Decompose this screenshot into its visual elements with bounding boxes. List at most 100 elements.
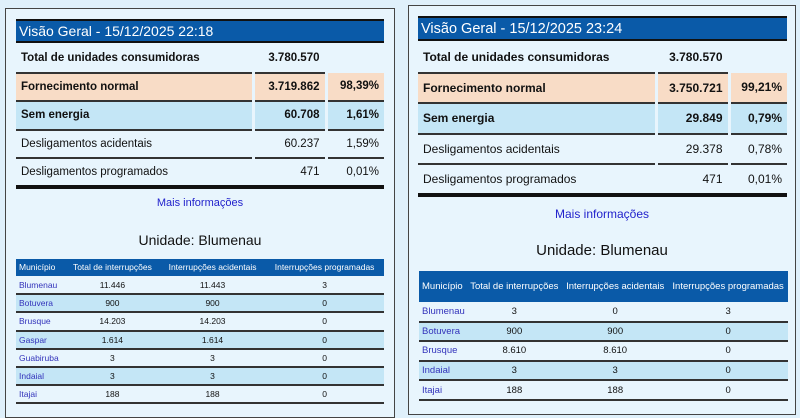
column-header: Total de interrupções bbox=[466, 271, 563, 302]
summary-percent: 99,21% bbox=[727, 72, 787, 105]
summary-row: Sem energia 29.849 0,79% bbox=[418, 103, 787, 135]
table-cell: 0 bbox=[265, 330, 384, 350]
table-cell: 900 bbox=[466, 321, 563, 343]
table-cell: 0 bbox=[562, 302, 669, 323]
municipality-link[interactable]: Brusque bbox=[16, 312, 65, 332]
table-cell: 900 bbox=[64, 294, 160, 314]
summary-label: Total de unidades consumidoras bbox=[16, 44, 253, 74]
table-cell: 0 bbox=[668, 360, 788, 382]
table-cell: 1.614 bbox=[64, 330, 160, 350]
summary-label: Desligamentos acidentais bbox=[418, 133, 656, 166]
summary-percent: 1,61% bbox=[324, 101, 384, 131]
table-cell: 0 bbox=[265, 294, 384, 314]
column-header: Interrupções acidentais bbox=[159, 259, 266, 276]
table-cell: 3 bbox=[265, 276, 384, 296]
summary-value: 3.780.570 bbox=[251, 44, 326, 74]
table-row: Brusque 8.610 8.610 0 bbox=[419, 341, 788, 362]
summary-row: Fornecimento normal 3.750.721 99,21% bbox=[418, 72, 787, 105]
summary-percent: 0,78% bbox=[727, 133, 787, 166]
summary-row: Desligamentos programados 471 0,01% bbox=[418, 164, 787, 197]
table-cell: 0 bbox=[265, 385, 384, 405]
summary-value: 471 bbox=[251, 158, 326, 189]
municipality-link[interactable]: Indaial bbox=[419, 360, 467, 382]
table-cell: 0 bbox=[265, 312, 384, 332]
table-cell: 1.614 bbox=[159, 330, 266, 350]
overview-panel-2324: Visão Geral - 15/12/2025 23:24 Total de u… bbox=[408, 5, 796, 415]
table-cell: 900 bbox=[159, 294, 266, 314]
municipality-link[interactable]: Indaial bbox=[16, 366, 65, 387]
summary-label: Fornecimento normal bbox=[418, 72, 656, 105]
more-info-link[interactable]: Mais informações bbox=[156, 197, 244, 209]
table-row: Gaspar 1.614 1.614 0 bbox=[16, 330, 384, 350]
summary-value: 29.849 bbox=[654, 103, 729, 135]
unit-title: Unidade: Blumenau bbox=[138, 232, 262, 248]
table-cell: 3 bbox=[466, 302, 563, 323]
table-cell: 188 bbox=[466, 380, 563, 401]
table-cell: 3 bbox=[64, 366, 160, 387]
table-cell: 8.610 bbox=[466, 341, 563, 362]
municipality-link[interactable]: Botuvera bbox=[16, 294, 65, 314]
summary-table: Total de unidades consumidoras 3.780.570 F… bbox=[16, 44, 384, 189]
summary-row-total: Total de unidades consumidoras 3.780.570 bbox=[418, 42, 787, 74]
table-row: Botuvera 900 900 0 bbox=[419, 321, 788, 343]
panel-title: Visão Geral - 15/12/2025 22:18 bbox=[16, 19, 384, 43]
table-cell: 0 bbox=[265, 348, 384, 368]
municipality-table: Município Total de interrupções Interrupçõ… bbox=[419, 271, 788, 401]
more-info-link[interactable]: Mais informações bbox=[554, 207, 650, 221]
table-cell: 11.446 bbox=[64, 276, 160, 296]
column-header: Total de interrupções bbox=[64, 259, 160, 276]
summary-value: 471 bbox=[654, 164, 729, 197]
summary-percent: 0,01% bbox=[727, 164, 787, 197]
municipality-link[interactable]: Blumenau bbox=[419, 302, 467, 323]
municipality-link[interactable]: Guabiruba bbox=[16, 348, 65, 368]
summary-label: Desligamentos programados bbox=[16, 158, 253, 189]
table-row: Guabiruba 3 3 0 bbox=[16, 348, 384, 368]
summary-row-total: Total de unidades consumidoras 3.780.570 bbox=[16, 44, 384, 74]
table-row: Botuvera 900 900 0 bbox=[16, 294, 384, 314]
column-header: Interrupções programadas bbox=[668, 271, 788, 302]
table-row: Indaial 3 3 0 bbox=[16, 366, 384, 387]
summary-row: Fornecimento normal 3.719.862 98,39% bbox=[16, 72, 384, 103]
municipality-link[interactable]: Itajai bbox=[419, 380, 467, 401]
summary-value: 3.719.862 bbox=[251, 72, 326, 103]
municipality-link[interactable]: Brusque bbox=[419, 341, 467, 362]
table-row: Indaial 3 3 0 bbox=[419, 360, 788, 382]
table-cell: 3 bbox=[64, 348, 160, 368]
table-cell: 3 bbox=[562, 360, 669, 382]
summary-row: Desligamentos programados 471 0,01% bbox=[16, 158, 384, 189]
table-cell: 0 bbox=[668, 341, 788, 362]
table-cell: 3 bbox=[159, 348, 266, 368]
table-cell: 3 bbox=[668, 302, 788, 323]
municipality-table: Município Total de interrupções Interrupçõ… bbox=[16, 259, 384, 405]
summary-label: Total de unidades consumidoras bbox=[418, 42, 656, 74]
table-header: Município Total de interrupções Interrupçõ… bbox=[16, 259, 384, 276]
table-cell: 0 bbox=[668, 380, 788, 401]
summary-value: 29.378 bbox=[654, 133, 729, 166]
summary-percent: 1,59% bbox=[324, 129, 384, 160]
table-cell: 188 bbox=[159, 385, 266, 405]
column-header: Município bbox=[419, 271, 467, 302]
summary-label: Fornecimento normal bbox=[16, 72, 253, 103]
summary-row: Desligamentos acidentais 60.237 1,59% bbox=[16, 129, 384, 160]
table-cell: 3 bbox=[466, 360, 563, 382]
overview-panel-2218: Visão Geral - 15/12/2025 22:18 Total de u… bbox=[5, 8, 395, 418]
summary-row: Sem energia 60.708 1,61% bbox=[16, 101, 384, 131]
table-cell: 8.610 bbox=[562, 341, 669, 362]
table-header: Município Total de interrupções Interrupçõ… bbox=[419, 271, 788, 302]
table-cell: 11.443 bbox=[159, 276, 266, 296]
summary-percent: 98,39% bbox=[324, 72, 384, 103]
table-cell: 0 bbox=[668, 321, 788, 343]
municipality-link[interactable]: Botuvera bbox=[419, 321, 467, 343]
unit-title: Unidade: Blumenau bbox=[536, 242, 668, 259]
municipality-link[interactable]: Gaspar bbox=[16, 330, 65, 350]
municipality-link[interactable]: Blumenau bbox=[16, 276, 65, 296]
municipality-link[interactable]: Itajai bbox=[16, 385, 65, 405]
summary-value: 60.237 bbox=[251, 129, 326, 160]
panel-title: Visão Geral - 15/12/2025 23:24 bbox=[418, 16, 787, 41]
table-row: Blumenau 11.446 11.443 3 bbox=[16, 276, 384, 296]
column-header: Município bbox=[16, 259, 65, 276]
summary-row: Desligamentos acidentais 29.378 0,78% bbox=[418, 133, 787, 166]
table-cell: 188 bbox=[64, 385, 160, 405]
table-cell: 14.203 bbox=[64, 312, 160, 332]
summary-label: Sem energia bbox=[418, 103, 656, 135]
